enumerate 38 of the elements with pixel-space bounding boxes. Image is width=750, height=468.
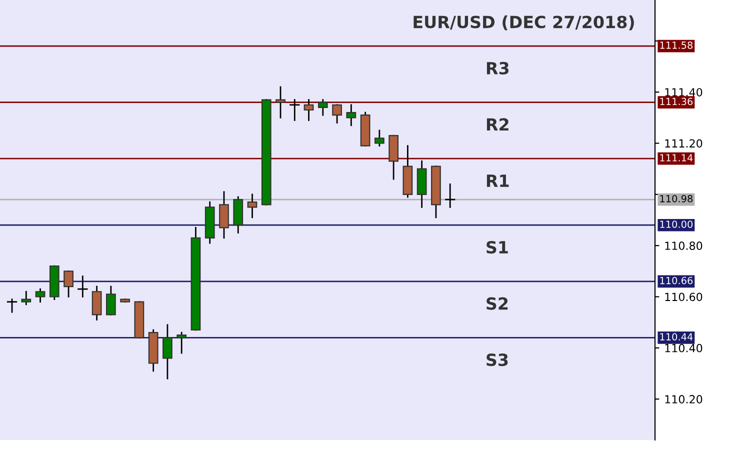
- y-tick-label: 110.40: [665, 344, 702, 352]
- candlestick: [374, 130, 384, 147]
- candlestick: [92, 286, 102, 320]
- y-tick-label: 111.20: [665, 139, 702, 148]
- candlestick: [21, 290, 32, 306]
- candlestick: [78, 276, 88, 298]
- candlestick: [276, 86, 286, 118]
- candlestick: [64, 270, 74, 298]
- ref-line-label: 111.14: [660, 154, 693, 162]
- y-tick-label: 110.60: [665, 292, 702, 302]
- candlestick: [106, 286, 116, 316]
- ref-line-label: 111.36: [660, 98, 693, 106]
- candlestick: [35, 288, 46, 303]
- candlestick: [247, 194, 258, 218]
- text: 110.00: [660, 220, 693, 228]
- y-tick-label: 111.40: [665, 88, 702, 96]
- candlestick: [162, 324, 172, 380]
- text: EUR/USD (DEC 27/2018): [414, 15, 634, 30]
- ref-line-label: 110.66: [660, 276, 693, 284]
- candlestick: [318, 99, 328, 116]
- y-tick-label: 110.80: [665, 242, 702, 250]
- candlestick: [346, 104, 356, 126]
- annotation: S3: [486, 354, 508, 366]
- candlestick: [304, 99, 314, 121]
- candlestick: [290, 99, 300, 121]
- annotation: R1: [486, 174, 509, 187]
- ref-line-label: 111.58: [660, 42, 693, 49]
- y-tick-label: 110.20: [665, 395, 702, 404]
- annotation: S1: [486, 240, 508, 254]
- candlestick: [219, 191, 229, 239]
- annotation: R2: [486, 118, 508, 131]
- candlestick: [6, 298, 18, 313]
- ref-line-label: 110.98: [660, 195, 693, 202]
- candlestick: [176, 332, 187, 354]
- candlestick: [332, 104, 342, 124]
- annotation: R3: [486, 62, 509, 74]
- annotation: S2: [486, 297, 508, 310]
- ref-line-label: 110.44: [660, 333, 693, 340]
